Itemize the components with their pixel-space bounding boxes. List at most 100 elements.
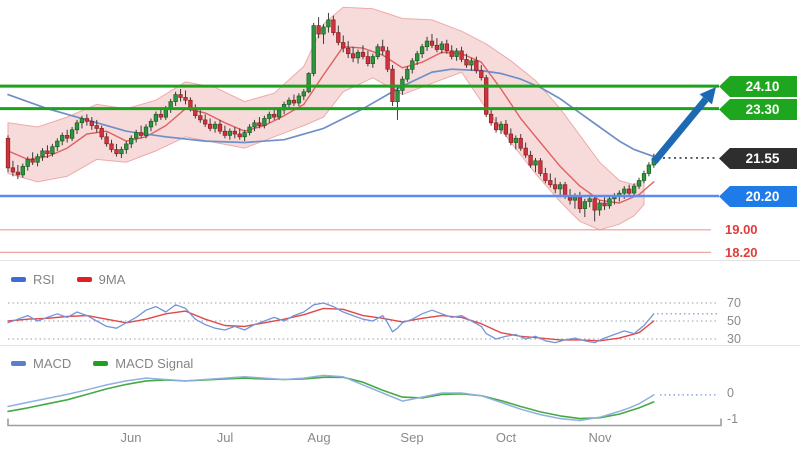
candle-down — [543, 173, 548, 181]
candle-up — [25, 159, 30, 167]
candle-down — [538, 160, 543, 174]
candle-down — [602, 202, 607, 207]
candle-up — [321, 26, 326, 35]
macd-tick-0: 0 — [727, 386, 734, 400]
candle-up — [636, 180, 642, 187]
x-axis-line — [7, 418, 722, 427]
candle-down — [341, 42, 346, 49]
rsi-legend-label: RSI — [33, 272, 55, 287]
price-tag-support: 20.20 — [719, 186, 797, 207]
rsi-tick-50: 50 — [727, 314, 741, 328]
price-tag-resistance-1: 24.10 — [719, 76, 797, 97]
candle-up — [415, 53, 420, 62]
candle-down — [109, 143, 114, 150]
candle-up — [134, 132, 139, 139]
projection-arrow-shaft — [651, 97, 709, 165]
candle-down — [217, 123, 223, 132]
candle-up — [513, 137, 518, 143]
candle-down — [272, 113, 277, 118]
candle-up — [50, 146, 55, 155]
candle-up — [301, 91, 306, 97]
candle-up — [311, 25, 316, 74]
candle-down — [84, 118, 90, 122]
candle-up — [35, 156, 40, 163]
candle-up — [631, 185, 637, 194]
candle-up — [143, 126, 149, 136]
macd-signal-legend-swatch-icon — [93, 361, 109, 366]
candle-down — [493, 122, 499, 131]
candle-down — [65, 135, 70, 139]
candle-down — [183, 97, 188, 101]
candle-up — [622, 188, 627, 194]
bollinger-band — [7, 6, 645, 231]
candle-down — [488, 113, 494, 124]
candle-down — [30, 159, 35, 163]
candle-up — [641, 173, 647, 181]
macd-signal-line — [7, 376, 655, 420]
candle-up — [405, 68, 410, 80]
candle-up — [306, 73, 311, 93]
candle-up — [276, 109, 282, 118]
candle-down — [553, 184, 558, 190]
candle-up — [375, 46, 380, 57]
x-axis-label-jun: Jun — [120, 430, 142, 445]
candle-up — [119, 149, 124, 155]
candle-up — [79, 118, 85, 124]
candle-down — [104, 136, 109, 145]
candle-down — [484, 77, 489, 115]
candle-down — [360, 51, 366, 57]
candle-up — [597, 202, 602, 211]
candle-up — [153, 113, 159, 122]
candle-down — [222, 130, 228, 136]
candle-up — [419, 46, 425, 55]
candle-down — [291, 99, 297, 104]
candle-down — [548, 180, 553, 186]
candle-up — [424, 40, 430, 48]
candle-down — [203, 119, 208, 125]
candle-down — [385, 50, 390, 70]
rsi-tick-70: 70 — [727, 296, 741, 310]
candle-up — [267, 113, 272, 119]
candle-up — [439, 43, 444, 50]
candle-up — [558, 184, 563, 190]
minor-level-label-2: 18.20 — [725, 245, 758, 260]
candle-up — [74, 122, 80, 131]
x-axis-label-nov: Nov — [588, 430, 612, 445]
candle-down — [207, 123, 213, 129]
candle-down — [198, 115, 203, 121]
candlestick-series — [5, 12, 656, 222]
candle-down — [627, 188, 632, 194]
candle-down — [380, 46, 385, 52]
macd-line — [7, 374, 655, 422]
candle-down — [434, 44, 440, 50]
candle-down — [45, 150, 50, 155]
candle-down — [99, 128, 104, 138]
candle-down — [331, 19, 336, 33]
candle-up — [20, 166, 25, 176]
candle-down — [316, 25, 321, 35]
candle-down — [5, 137, 11, 169]
x-axis-label-jul: Jul — [216, 430, 234, 445]
candle-up — [533, 160, 538, 166]
price-tag-current-label: 21.55 — [745, 151, 780, 166]
candle-down — [232, 130, 237, 135]
candle-up — [227, 130, 232, 136]
macd-legend-label: MACD — [33, 356, 72, 371]
candle-down — [464, 59, 469, 66]
candle-down — [336, 32, 341, 43]
candle-down — [15, 171, 21, 176]
price-tag-resistance-2-label: 23.30 — [745, 102, 780, 117]
macd-legend-swatch-icon — [11, 361, 26, 366]
candle-up — [454, 50, 459, 57]
candle-down — [592, 198, 597, 211]
candle-up — [124, 143, 129, 150]
candle-up — [370, 56, 375, 64]
candle-down — [449, 50, 454, 57]
candle-down — [508, 133, 514, 143]
candle-down — [237, 133, 242, 138]
candle-down — [577, 195, 583, 210]
candle-up — [55, 140, 60, 148]
x-axis-label-oct: Oct — [495, 430, 517, 445]
